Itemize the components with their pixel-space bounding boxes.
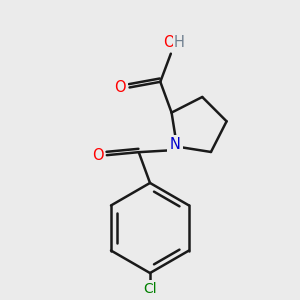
Text: O: O xyxy=(163,35,175,50)
Text: N: N xyxy=(170,137,181,152)
Text: O: O xyxy=(92,148,103,163)
Text: O: O xyxy=(114,80,126,95)
Text: Cl: Cl xyxy=(143,282,157,296)
Text: H: H xyxy=(174,35,184,50)
